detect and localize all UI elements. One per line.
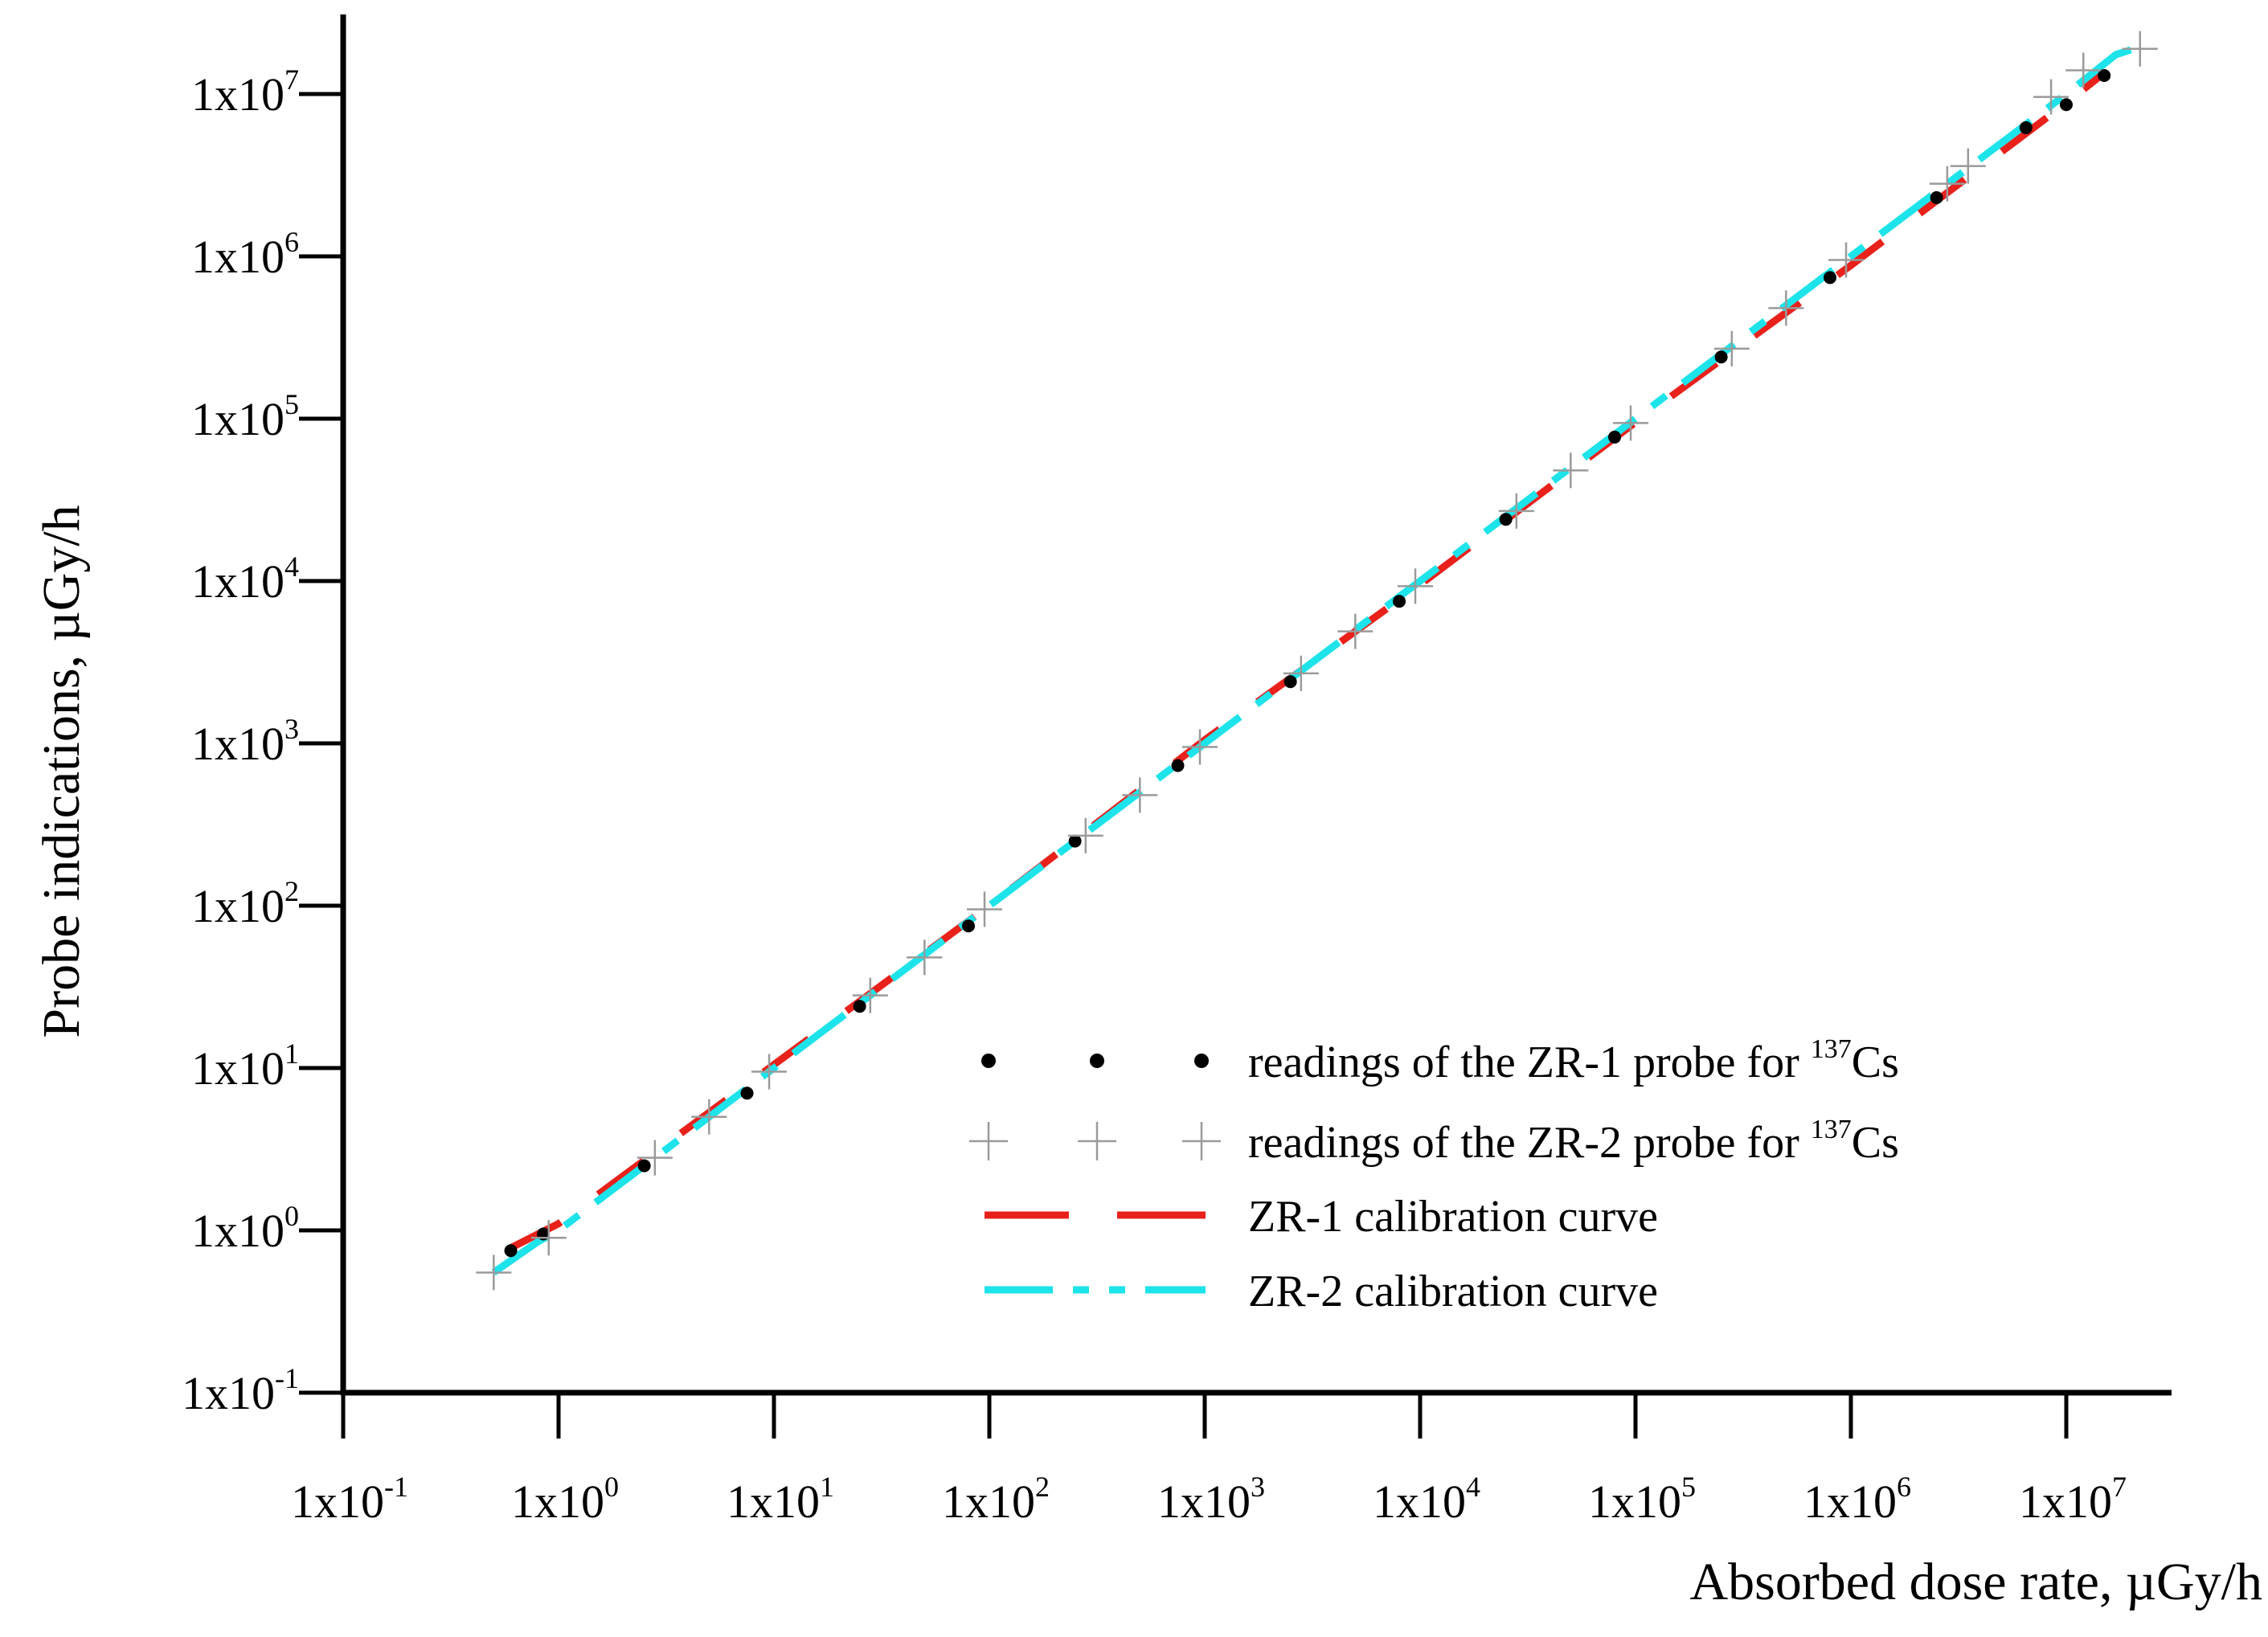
x-tick-label: 1x105 [1588, 1471, 1696, 1528]
data-point [2098, 68, 2111, 82]
series [476, 31, 2158, 1291]
legend-marker [1090, 1054, 1104, 1068]
data-point [637, 1159, 651, 1173]
x-axis-title: Absorbed dose rate, µGy/h [1689, 1553, 2262, 1611]
data-point [1608, 430, 1622, 444]
data-point [1171, 759, 1185, 772]
data-point [2060, 98, 2073, 112]
x-tick-label: 1x107 [2019, 1471, 2127, 1528]
legend-item: readings of the ZR-2 probe for 137Cs [969, 1115, 1899, 1168]
data-point [504, 1244, 518, 1258]
data-point [1613, 405, 1649, 441]
data-point [1068, 834, 1082, 848]
series-zr-2-calibration-curve [491, 43, 2142, 1276]
legend-item: readings of the ZR-1 probe for 137Cs [981, 1034, 1899, 1087]
data-point [2033, 79, 2069, 115]
legend-label: readings of the ZR-2 probe for 137Cs [1248, 1115, 1899, 1168]
data-point [1713, 330, 1750, 366]
curve-line [491, 43, 2142, 1276]
data-point [853, 1000, 866, 1013]
data-point [476, 1254, 512, 1291]
data-point [637, 1140, 673, 1176]
legend-item: ZR-2 calibration curve [985, 1267, 1658, 1316]
data-point [962, 919, 976, 933]
data-point [852, 977, 888, 1013]
y-tick-label: 1x102 [191, 875, 299, 932]
x-tick-label: 1x100 [511, 1471, 619, 1528]
y-tick-label: 1x103 [191, 713, 299, 770]
data-point [2019, 121, 2033, 134]
x-tick-label: 1x103 [1157, 1471, 1265, 1528]
y-tick-label: 1x105 [191, 388, 299, 445]
data-point [1714, 350, 1728, 364]
data-point [740, 1087, 754, 1100]
data-point [1283, 675, 1297, 689]
data-point [1929, 166, 1965, 202]
data-point [751, 1054, 788, 1090]
legend-marker [969, 1122, 1008, 1160]
y-tick-label: 1x10-1 [182, 1362, 299, 1419]
data-point [1337, 613, 1373, 649]
y-tick-label: 1x107 [191, 63, 299, 121]
data-point [691, 1099, 727, 1135]
data-point [1182, 729, 1218, 765]
data-point [967, 891, 1003, 927]
axes [340, 14, 2172, 1396]
legend-item: ZR-1 calibration curve [985, 1192, 1658, 1242]
data-point [1393, 595, 1406, 608]
data-point [1768, 290, 1804, 326]
y-tick-label: 1x104 [191, 550, 299, 608]
y-axis-title: Probe indications, µGy/h [32, 505, 91, 1037]
legend: readings of the ZR-1 probe for 137Cs read… [969, 1034, 1899, 1316]
ticks: 1x10-1 1x100 1x101 1x102 1x103 1x104 1x105 1x10… [182, 63, 2127, 1528]
data-point [1067, 817, 1103, 853]
legend-label: readings of the ZR-1 probe for 137Cs [1248, 1034, 1899, 1087]
y-tick-label: 1x106 [191, 226, 299, 283]
data-point [1553, 452, 1589, 489]
data-point [1824, 271, 1837, 284]
data-point [1122, 777, 1158, 813]
data-point [907, 939, 943, 976]
data-point [1499, 513, 1513, 526]
x-tick-label: 1x104 [1373, 1471, 1480, 1528]
x-tick-label: 1x106 [1803, 1471, 1911, 1528]
data-point [1828, 242, 1865, 278]
data-point [1930, 190, 1943, 204]
data-point [2065, 52, 2102, 88]
legend-marker [981, 1054, 996, 1068]
legend-marker [1078, 1122, 1116, 1160]
data-point [1398, 568, 1434, 604]
legend-label: ZR-1 calibration curve [1248, 1192, 1658, 1242]
series-readings-of-the-zr-1-probe-for-137cs [504, 68, 2111, 1258]
data-point [530, 1220, 567, 1256]
legend-marker [1182, 1122, 1221, 1160]
data-point [2122, 31, 2158, 67]
x-tick-label: 1x101 [727, 1471, 834, 1528]
legend-marker [1194, 1054, 1209, 1068]
data-point [1950, 148, 1986, 184]
x-tick-label: 1x10-1 [291, 1471, 408, 1528]
data-point [1498, 493, 1534, 529]
y-tick-label: 1x101 [191, 1037, 299, 1095]
y-tick-label: 1x100 [191, 1200, 299, 1257]
series-readings-of-the-zr-2-probe-for-137cs [476, 31, 2158, 1291]
legend-label: ZR-2 calibration curve [1248, 1267, 1658, 1316]
data-point [1283, 655, 1319, 691]
x-tick-label: 1x102 [942, 1471, 1050, 1528]
